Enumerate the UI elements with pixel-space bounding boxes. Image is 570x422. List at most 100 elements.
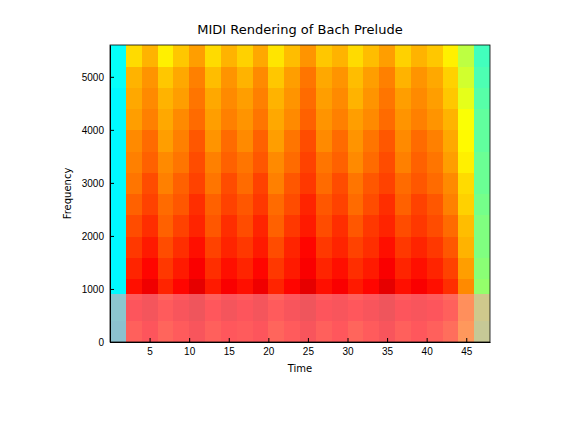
- cell: [173, 45, 189, 67]
- cell: [363, 45, 379, 67]
- cell: [411, 87, 427, 109]
- cell: [348, 109, 364, 131]
- cell: [205, 45, 221, 67]
- cell: [110, 66, 126, 88]
- cell: [458, 215, 474, 237]
- cell: [300, 66, 316, 88]
- cell: [443, 130, 459, 152]
- cell: [395, 87, 411, 109]
- cell: [474, 257, 490, 279]
- cell: [237, 87, 253, 109]
- cell: [458, 87, 474, 109]
- cell: [221, 194, 237, 216]
- cell: [173, 66, 189, 88]
- cell: [284, 194, 300, 216]
- cell: [443, 215, 459, 237]
- cell: [268, 130, 284, 152]
- tick: 0: [98, 337, 114, 348]
- tick-label: 4000: [82, 125, 105, 136]
- cell: [237, 66, 253, 88]
- cell: [268, 236, 284, 258]
- tick: 3000: [82, 178, 114, 189]
- tick-label: 3000: [82, 178, 105, 189]
- tick: 25: [303, 338, 315, 357]
- cell: [173, 236, 189, 258]
- cell: [237, 109, 253, 131]
- cell: [158, 172, 174, 194]
- tick-label: 2000: [82, 231, 105, 242]
- cell: [189, 109, 205, 131]
- cell: [126, 257, 142, 279]
- tick-mark: [427, 338, 428, 342]
- cell: [332, 45, 348, 67]
- cell: [458, 130, 474, 152]
- tick-mark: [189, 338, 190, 342]
- cell: [458, 194, 474, 216]
- cell: [126, 172, 142, 194]
- tick-mark: [110, 130, 114, 131]
- cell: [363, 151, 379, 173]
- cell: [332, 66, 348, 88]
- cell: [332, 194, 348, 216]
- tick: 40: [422, 338, 434, 357]
- cell: [189, 151, 205, 173]
- cell: [253, 257, 269, 279]
- cell: [221, 215, 237, 237]
- cell: [395, 172, 411, 194]
- cell: [142, 87, 158, 109]
- cell: [189, 172, 205, 194]
- cell: [427, 172, 443, 194]
- cell: [363, 87, 379, 109]
- tick: 10: [184, 338, 196, 357]
- cell: [268, 87, 284, 109]
- cell: [253, 130, 269, 152]
- plot-frame: [110, 45, 490, 342]
- cell: [348, 87, 364, 109]
- cell: [221, 66, 237, 88]
- cell: [316, 109, 332, 131]
- cell: [348, 45, 364, 67]
- cell: [205, 236, 221, 258]
- cell: [363, 257, 379, 279]
- cell: [268, 109, 284, 131]
- cell: [173, 257, 189, 279]
- cell: [316, 66, 332, 88]
- cell: [158, 257, 174, 279]
- cell: [110, 257, 126, 279]
- tick-label: 15: [224, 346, 236, 357]
- cell: [284, 109, 300, 131]
- chart: 51015202530354045010002000300040005000MI…: [0, 0, 570, 422]
- cell: [205, 172, 221, 194]
- cell: [379, 215, 395, 237]
- cell: [348, 151, 364, 173]
- cell: [284, 236, 300, 258]
- cell: [205, 151, 221, 173]
- cell: [427, 45, 443, 67]
- tick: 15: [224, 338, 236, 357]
- cell: [395, 257, 411, 279]
- cell: [205, 130, 221, 152]
- cell: [411, 194, 427, 216]
- cell: [237, 257, 253, 279]
- cell: [221, 45, 237, 67]
- cell: [237, 215, 253, 237]
- cell: [411, 45, 427, 67]
- cell: [284, 151, 300, 173]
- cell: [253, 87, 269, 109]
- cell: [300, 257, 316, 279]
- cell: [253, 151, 269, 173]
- cell: [126, 87, 142, 109]
- cell: [110, 236, 126, 258]
- cell: [284, 87, 300, 109]
- cell: [395, 151, 411, 173]
- cell: [205, 109, 221, 131]
- cell: [173, 109, 189, 131]
- cell: [142, 257, 158, 279]
- cell: [474, 130, 490, 152]
- cell: [142, 66, 158, 88]
- cell: [332, 236, 348, 258]
- cell: [268, 172, 284, 194]
- cell: [189, 194, 205, 216]
- cell: [363, 66, 379, 88]
- cell: [284, 172, 300, 194]
